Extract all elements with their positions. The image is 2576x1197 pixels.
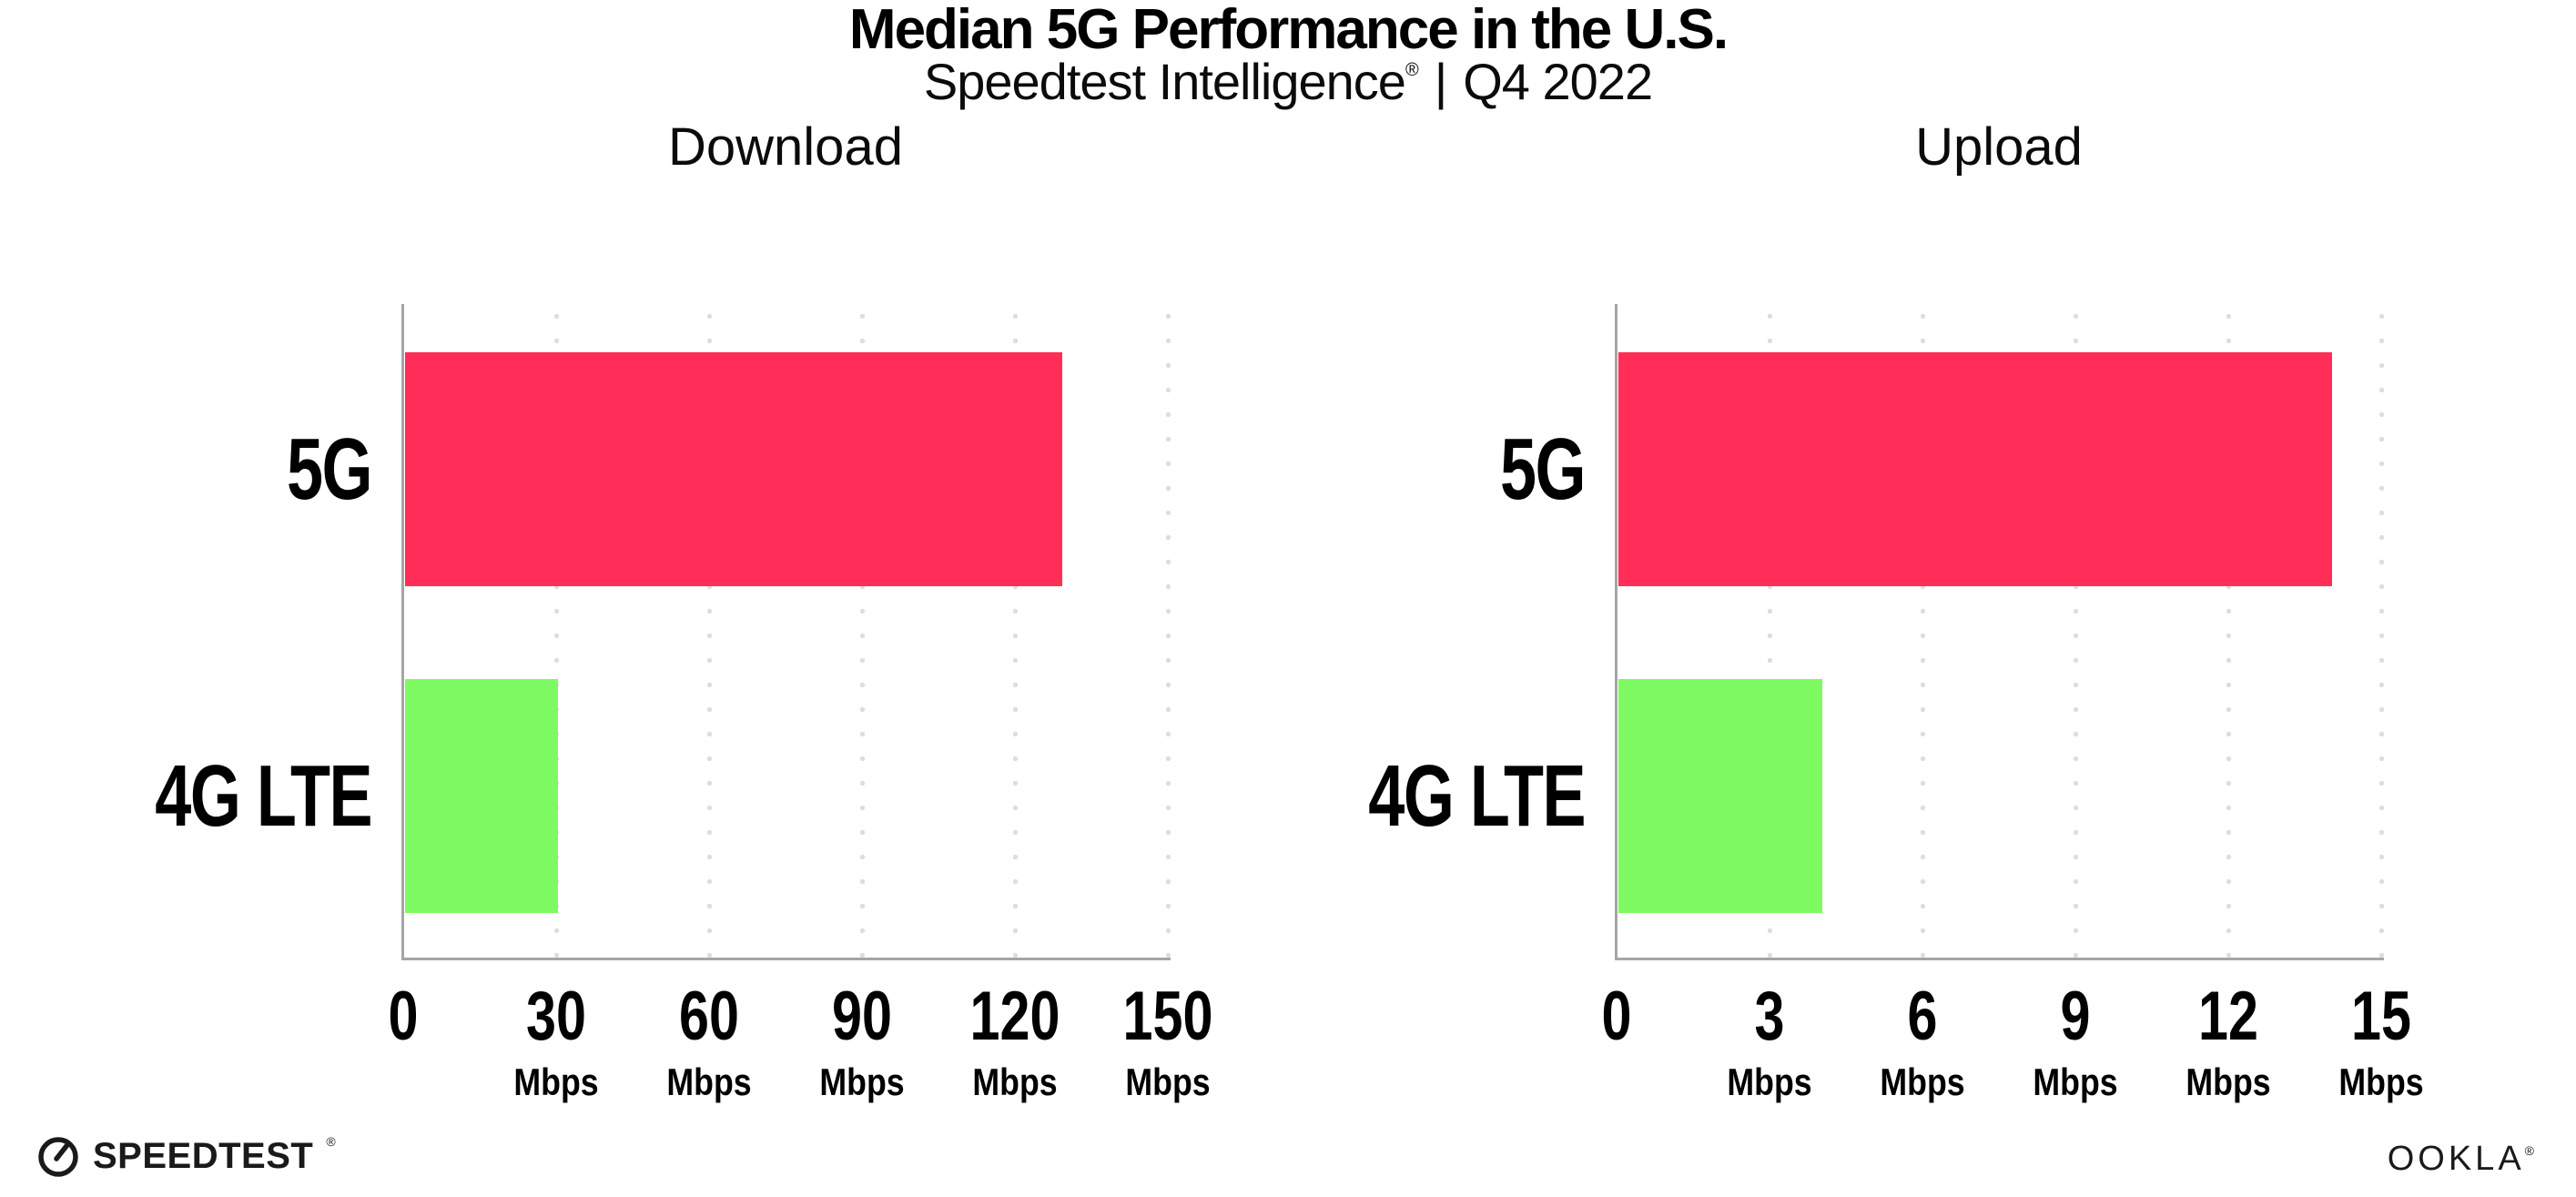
registered-mark: ® <box>1405 60 1419 80</box>
gridline <box>1012 304 1018 959</box>
ookla-registered-mark: ® <box>2524 1143 2538 1158</box>
gridline <box>859 304 865 959</box>
category-label-4g-lte: 4G LTE <box>155 746 372 845</box>
x-tick-label: 6 <box>1907 978 1938 1055</box>
x-tick-label: 0 <box>388 978 419 1055</box>
bar-4g-lte <box>405 679 558 913</box>
subtitle-separator: | <box>1434 53 1448 110</box>
x-tick-label: 60 <box>679 978 739 1055</box>
ookla-logo: OOKLA® <box>2388 1140 2538 1179</box>
x-tick-unit: Mbps <box>1125 1060 1211 1103</box>
gridline <box>1920 304 1925 959</box>
x-tick-label: 30 <box>526 978 586 1055</box>
gridline <box>2226 304 2231 959</box>
chart-title-upload: Upload <box>1915 117 2083 177</box>
x-tick-label: 9 <box>2060 978 2091 1055</box>
x-tick-label: 90 <box>832 978 892 1055</box>
x-tick-unit: Mbps <box>972 1060 1058 1103</box>
bar-4g-lte <box>1618 679 1822 913</box>
x-tick-label: 0 <box>1601 978 1632 1055</box>
speedtest-logo: SPEEDTEST ® <box>36 1134 336 1178</box>
bar-5g <box>1618 352 2332 586</box>
figure-subtitle: Speedtest Intelligence® | Q4 2022 <box>0 56 2576 119</box>
download-plot: Download 0 30 Mbps 60 Mbps 90 Mbps 120 Mbps 150 Mb… <box>155 121 1212 1102</box>
gridline <box>706 304 712 959</box>
speedtest-registered-mark: ® <box>326 1134 336 1149</box>
y-axis-line <box>1615 304 1618 959</box>
subtitle-brand: Speedtest Intelligence <box>923 53 1406 110</box>
x-tick-unit: Mbps <box>1880 1060 1965 1103</box>
subtitle-period: Q4 2022 <box>1463 53 1653 110</box>
x-tick-label: 12 <box>2198 978 2258 1055</box>
speedtest-logo-text: SPEEDTEST <box>93 1135 314 1176</box>
upload-plot: Upload 0 3 Mbps 6 Mbps 9 Mbps 12 Mbps 15 Mbps 5G 4G … <box>1368 121 2423 1102</box>
bar-5g <box>405 352 1063 586</box>
chart-title-download: Download <box>668 117 903 177</box>
x-tick-unit: Mbps <box>666 1060 752 1103</box>
x-axis-line <box>401 958 1171 960</box>
category-label-5g: 5G <box>286 420 373 518</box>
speedtest-gauge-icon <box>38 1137 78 1177</box>
x-tick-unit: Mbps <box>1727 1060 1812 1103</box>
x-axis-line <box>1615 958 2384 960</box>
x-tick-label: 3 <box>1754 978 1785 1055</box>
x-tick-unit: Mbps <box>2033 1060 2118 1103</box>
y-axis-line <box>401 304 404 959</box>
x-tick-unit: Mbps <box>513 1060 599 1103</box>
x-tick-unit: Mbps <box>2186 1060 2271 1103</box>
gridline <box>1767 304 1772 959</box>
category-label-5g: 5G <box>1499 420 1587 518</box>
category-label-4g-lte: 4G LTE <box>1368 746 1586 845</box>
figure-title: Median 5G Performance in the U.S. <box>848 0 1729 61</box>
gridline <box>2073 304 2078 959</box>
gridline <box>553 304 559 959</box>
x-tick-label: 150 <box>1122 978 1213 1055</box>
x-tick-label: 120 <box>969 978 1060 1055</box>
x-tick-unit: Mbps <box>819 1060 905 1103</box>
x-tick-unit: Mbps <box>2338 1060 2424 1103</box>
ookla-logo-text: OOKLA <box>2387 1140 2525 1178</box>
gridline <box>1165 304 1171 959</box>
gridline <box>2378 304 2384 959</box>
x-tick-label: 15 <box>2351 978 2411 1055</box>
